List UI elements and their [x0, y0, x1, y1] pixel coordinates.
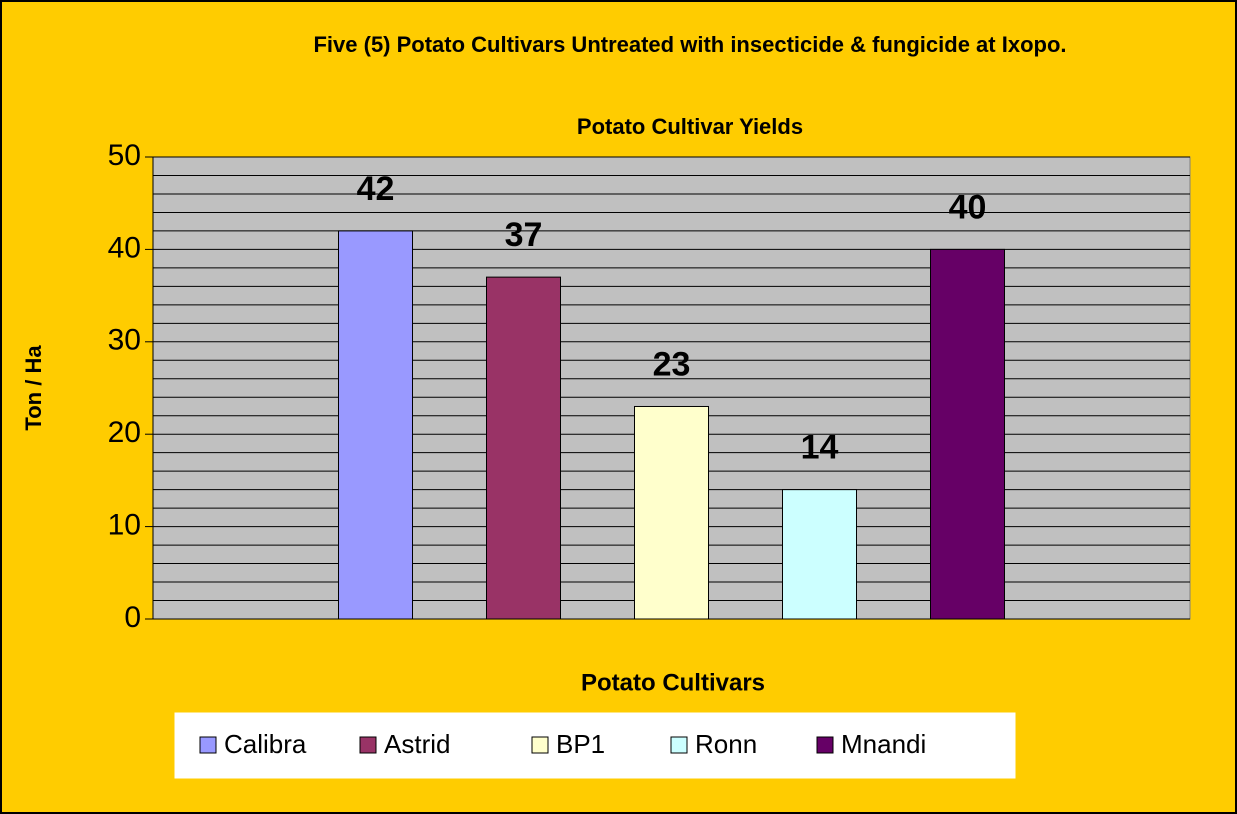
data-label: 23	[653, 345, 691, 383]
y-tick-label: 10	[108, 509, 141, 542]
legend-swatch	[199, 736, 217, 754]
y-tick-label: 20	[108, 416, 141, 449]
data-label: 40	[949, 188, 987, 226]
chart-title: Five (5) Potato Cultivars Untreated with…	[313, 32, 1067, 57]
legend-swatch	[816, 736, 834, 754]
bar	[338, 230, 413, 620]
chart-subtitle: Potato Cultivar Yields	[576, 114, 804, 139]
y-tick-label: 50	[108, 139, 141, 172]
data-label: 42	[357, 170, 395, 208]
legend-swatch	[359, 736, 377, 754]
x-axis-title: Potato Cultivars	[581, 669, 765, 696]
legend-label: BP1	[556, 729, 605, 759]
legend-label: Astrid	[384, 729, 450, 759]
bar	[782, 489, 857, 620]
data-label: 14	[801, 429, 839, 467]
legend-swatch	[531, 736, 549, 754]
bar	[486, 276, 561, 620]
y-tick-label: 30	[108, 324, 141, 357]
bar	[634, 405, 709, 620]
legend-label: Calibra	[224, 729, 307, 759]
legend-box	[174, 712, 1016, 779]
bar	[930, 248, 1005, 620]
legend-label: Ronn	[695, 729, 757, 759]
y-tick-label: 0	[124, 601, 141, 634]
data-label: 37	[505, 216, 543, 254]
y-axis-title: Ton / Ha	[21, 345, 46, 431]
legend-label: Mnandi	[841, 729, 926, 759]
y-tick-label: 40	[108, 231, 141, 264]
legend-swatch	[670, 736, 688, 754]
